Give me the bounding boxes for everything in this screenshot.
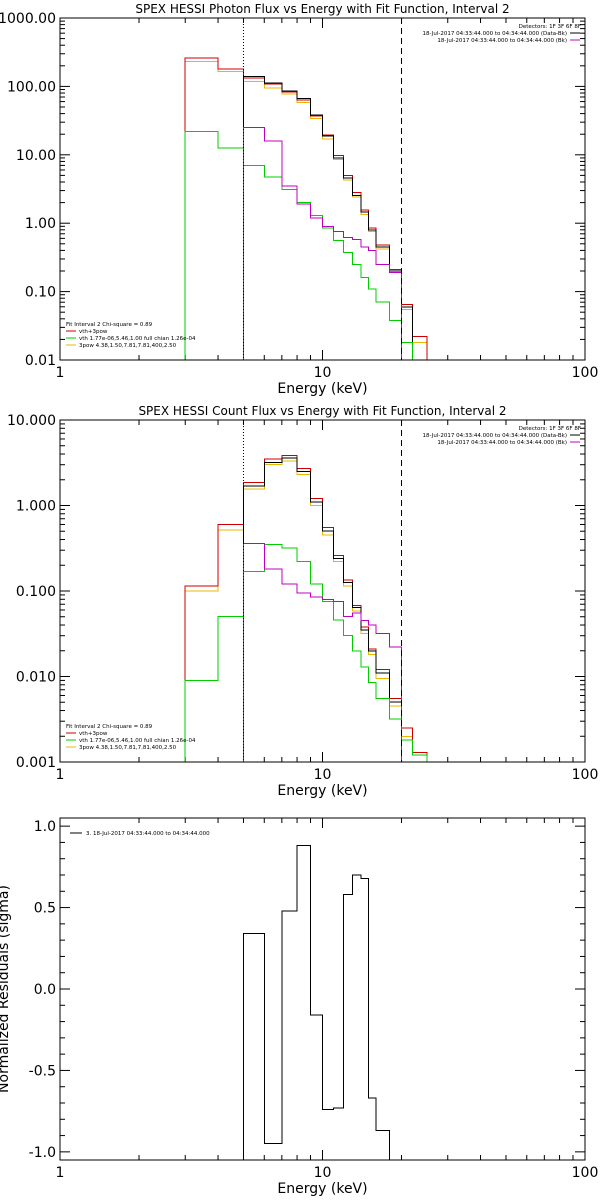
legend-header: Fit Interval 2 Chi-square = 0.89 bbox=[66, 724, 153, 730]
series-line-5 bbox=[243, 542, 402, 762]
chart-title: SPEX HESSI Count Flux vs Energy with Fit… bbox=[138, 404, 506, 418]
y-tick-label: 10.000 bbox=[7, 413, 56, 429]
legend-entry-label: 3pow 4.38,1.50,7.81,7.81,400,2.50 bbox=[79, 343, 177, 349]
series-line-5 bbox=[243, 127, 402, 360]
legend-fit: Fit Interval 2 Chi-square = 0.89vth+3pow… bbox=[66, 724, 196, 751]
y-tick-label: 0.5 bbox=[34, 901, 56, 917]
y-tick-label: 1.000 bbox=[16, 499, 56, 515]
y-axis-label: Normalized Residuals (sigma) bbox=[0, 885, 12, 1093]
legend-entry-label: 18-Jul-2017 04:33:44.000 to 04:34:44.000… bbox=[437, 38, 567, 44]
y-tick-label: 1.00 bbox=[25, 216, 56, 232]
x-tick-label: 100 bbox=[572, 365, 599, 381]
x-tick-label: 100 bbox=[572, 1165, 599, 1181]
plot-frame bbox=[59, 817, 586, 1161]
y-tick-label: 0.001 bbox=[16, 755, 56, 771]
legend-header: Detectors: 1F 3F 6F 8F bbox=[519, 426, 581, 432]
x-axis-label: Energy (keV) bbox=[277, 783, 367, 799]
legend-entry-label: 18-Jul-2017 04:33:44.000 to 04:34:44.000… bbox=[437, 440, 567, 446]
x-tick-label: 10 bbox=[314, 767, 332, 783]
legend-entry-label: vth+3pow bbox=[79, 329, 108, 335]
plot-frame bbox=[59, 17, 586, 361]
series-line-3 bbox=[243, 75, 413, 360]
series-line-1 bbox=[184, 61, 428, 360]
chart-panel-2: SPEX HESSI Count Flux vs Energy with Fit… bbox=[7, 404, 598, 799]
series-line-2 bbox=[184, 57, 428, 360]
y-tick-label: 10.00 bbox=[16, 148, 56, 164]
series-line-4 bbox=[184, 130, 413, 360]
chart-panel-1: SPEX HESSI Photon Flux vs Energy with Fi… bbox=[0, 2, 598, 397]
legend-entry-label: vth+3pow bbox=[79, 731, 108, 737]
plot-frame bbox=[59, 419, 586, 763]
y-tick-label: 0.100 bbox=[16, 584, 56, 600]
x-tick-label: 1 bbox=[56, 767, 65, 783]
x-tick-label: 1 bbox=[56, 365, 65, 381]
series-line-4 bbox=[184, 544, 428, 762]
series-line-3 bbox=[243, 457, 402, 762]
y-tick-label: 1.0 bbox=[34, 819, 56, 835]
chart-title: SPEX HESSI Photon Flux vs Energy with Fi… bbox=[135, 2, 509, 16]
x-tick-label: 100 bbox=[572, 767, 599, 783]
y-tick-label: 1000.00 bbox=[0, 11, 56, 27]
x-tick-label: 10 bbox=[314, 1165, 332, 1181]
legend-fit: Fit Interval 2 Chi-square = 0.89vth+3pow… bbox=[66, 322, 196, 349]
legend-entry-label: 18-Jul-2017 04:33:44.000 to 04:34:44.000… bbox=[423, 433, 568, 439]
y-tick-label: 100.00 bbox=[7, 79, 56, 95]
y-tick-label: -1.0 bbox=[29, 1145, 56, 1161]
y-tick-label: 0.01 bbox=[25, 353, 56, 369]
x-axis-label: Energy (keV) bbox=[277, 1181, 367, 1197]
legend-header: Fit Interval 2 Chi-square = 0.89 bbox=[66, 322, 153, 328]
chart-panel-3: 1 10 100 -1.0 -0.5 0.0 0.5 1.0 Energy (keV) Norma… bbox=[0, 817, 599, 1197]
legend-entry-label: 3pow 4.38,1.50,7.81,7.81,400,2.50 bbox=[79, 745, 177, 751]
y-tick-label: 0.0 bbox=[34, 982, 56, 998]
legend-residuals: 3. 18-Jul-2017 04:33:44.000 to 04:34:44.… bbox=[70, 831, 210, 837]
legend-entry-label: 3. 18-Jul-2017 04:33:44.000 to 04:34:44.… bbox=[86, 831, 210, 837]
x-tick-label: 10 bbox=[314, 365, 332, 381]
y-tick-label: 0.10 bbox=[25, 285, 56, 301]
y-tick-label: 0.010 bbox=[16, 670, 56, 686]
x-tick-label: 1 bbox=[56, 1165, 65, 1181]
legend-header: Detectors: 1F 3F 6F 8F bbox=[519, 24, 581, 30]
legend-entry-label: 18-Jul-2017 04:33:44.000 to 04:34:44.000… bbox=[423, 31, 568, 37]
x-axis-label: Energy (keV) bbox=[277, 381, 367, 397]
legend-entry-label: vth 1.77e-06,5.46,1.00 full chian 1.26e-… bbox=[79, 336, 196, 342]
series-line-1 bbox=[243, 845, 402, 1160]
y-tick-label: -0.5 bbox=[29, 1063, 56, 1079]
legend-entry-label: vth 1.77e-06,5.46,1.00 full chian 1.26e-… bbox=[79, 738, 196, 744]
